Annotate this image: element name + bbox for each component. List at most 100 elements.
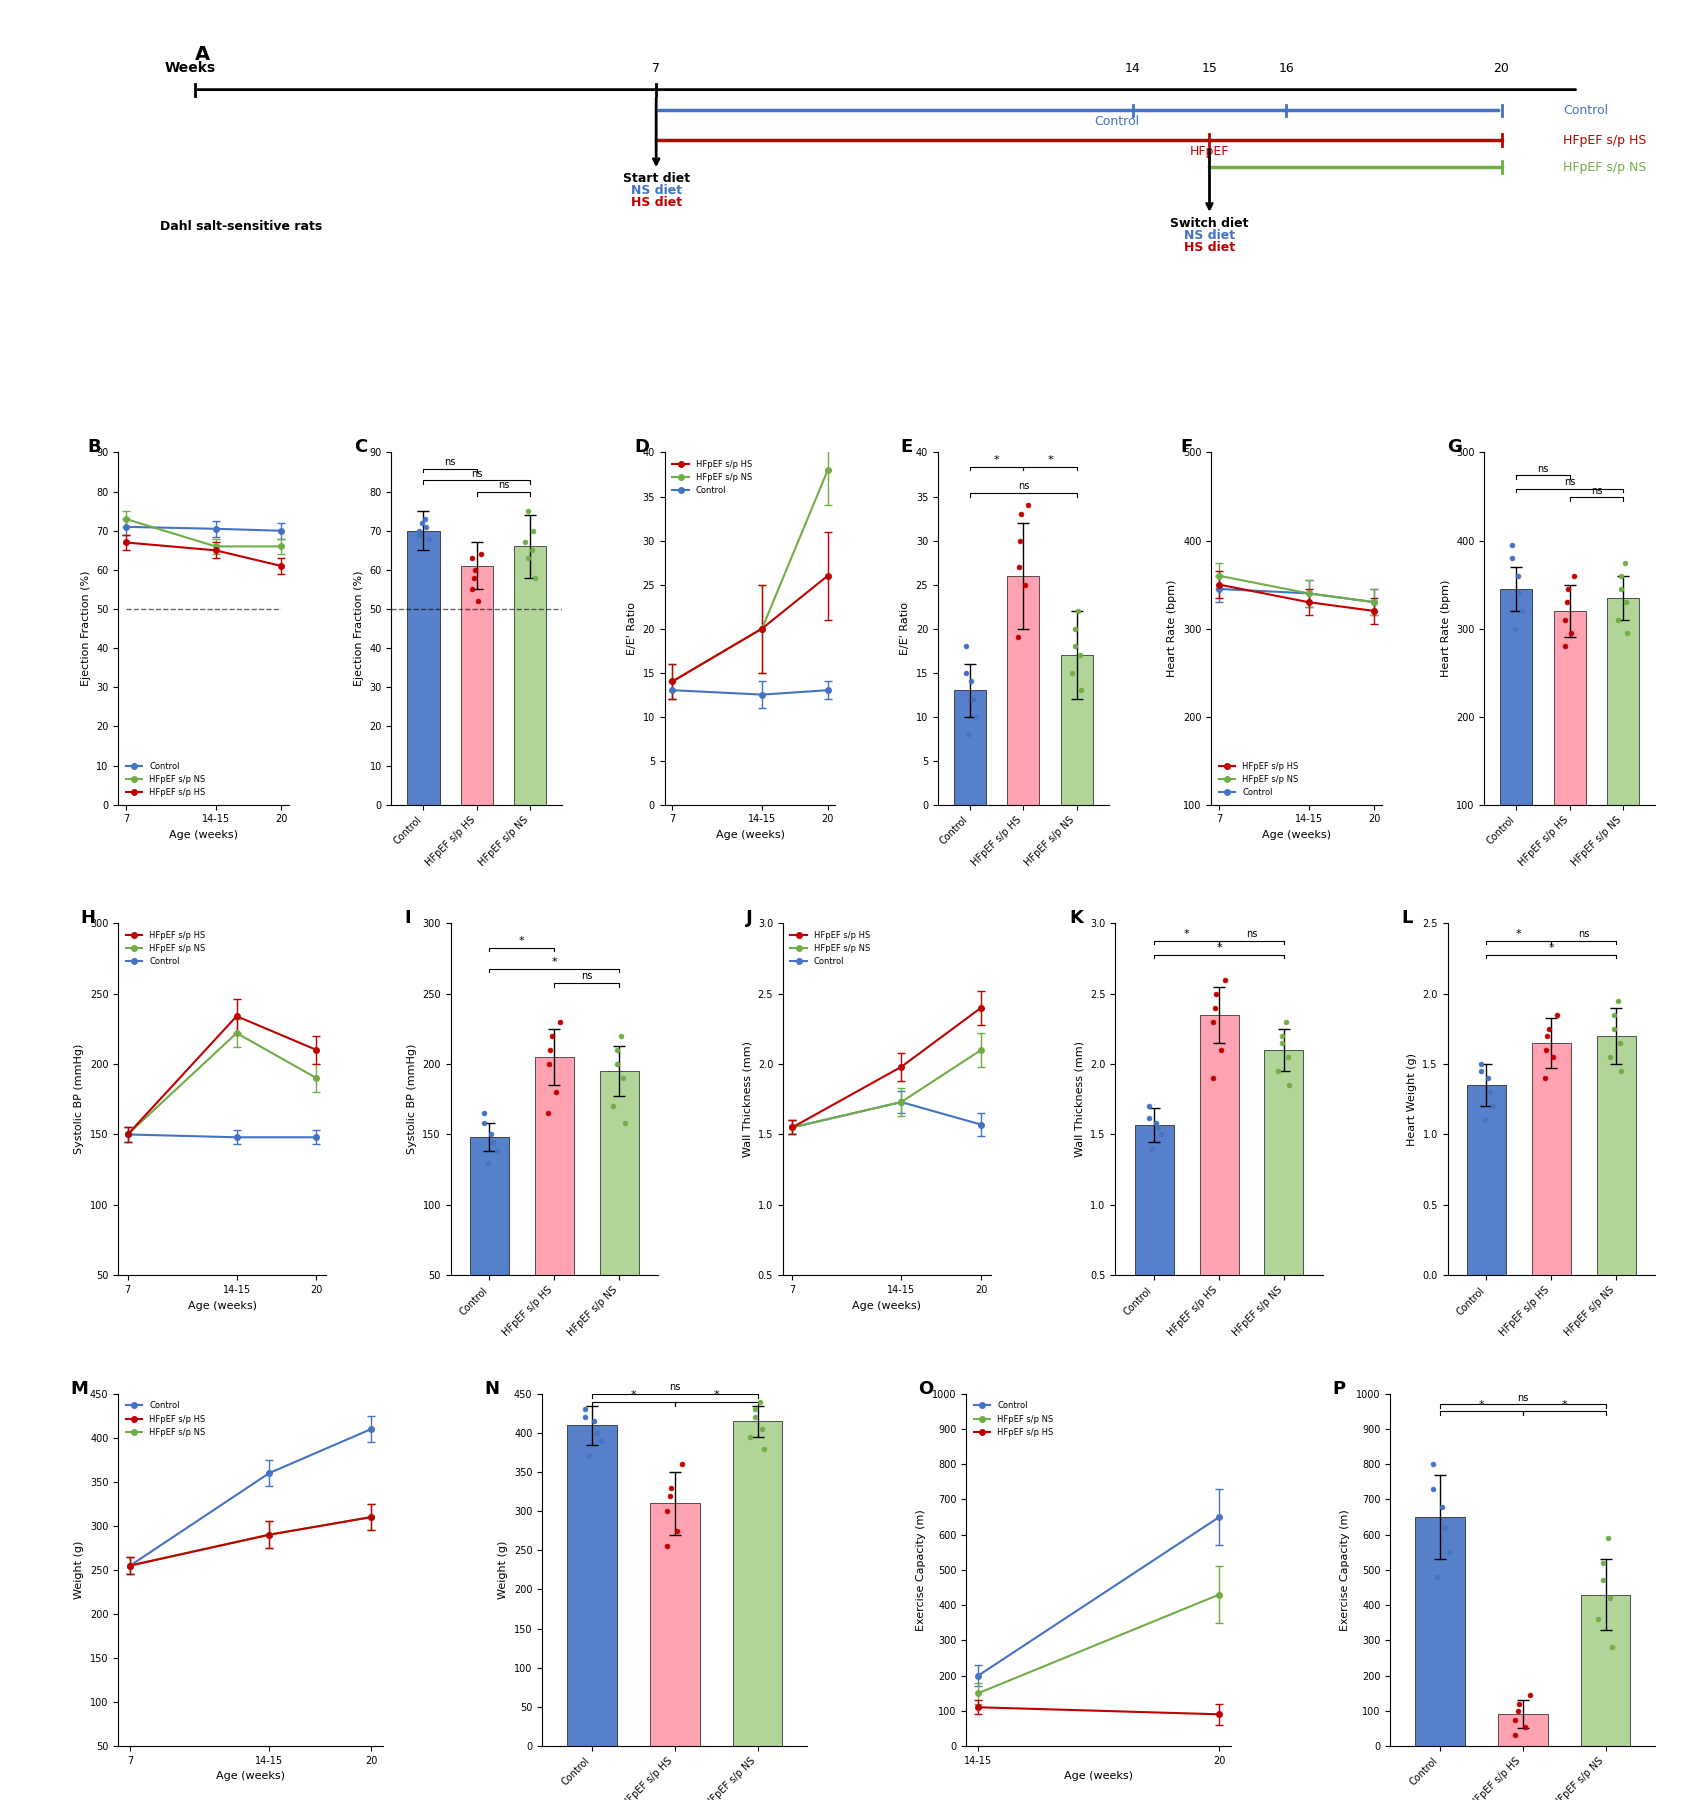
Text: Control: Control	[1562, 104, 1608, 117]
Point	[953, 659, 980, 688]
Text: ns: ns	[1018, 481, 1029, 491]
Point	[1606, 1028, 1633, 1057]
Point	[1540, 1042, 1567, 1071]
Point	[1429, 1492, 1456, 1521]
Point	[1201, 994, 1228, 1022]
Point	[520, 517, 547, 545]
Point	[1008, 500, 1035, 529]
Text: HS diet: HS diet	[630, 196, 682, 209]
Legend: HFpEF s/p HS, HFpEF s/p NS, Control: HFpEF s/p HS, HFpEF s/p NS, Control	[669, 457, 755, 499]
Point	[1061, 632, 1088, 661]
Text: *: *	[1517, 929, 1522, 940]
Point	[958, 668, 985, 697]
Point	[1208, 1035, 1235, 1064]
Bar	[1199, 1015, 1238, 1346]
X-axis label: Age (weeks): Age (weeks)	[1262, 830, 1331, 841]
Point	[1532, 1035, 1559, 1064]
Text: J: J	[745, 909, 752, 927]
Y-axis label: E/E' Ratio: E/E' Ratio	[900, 601, 910, 655]
Point	[1552, 589, 1579, 617]
Point	[1552, 632, 1579, 661]
Text: ns: ns	[1578, 929, 1589, 940]
Point	[1554, 574, 1581, 603]
Text: *: *	[993, 455, 1000, 464]
Point	[515, 544, 542, 572]
Point	[664, 1516, 691, 1544]
Point	[515, 497, 542, 526]
Point	[1138, 1134, 1165, 1163]
Point	[608, 1021, 635, 1049]
Point	[537, 1035, 564, 1064]
Point	[459, 563, 486, 592]
Y-axis label: Systolic BP (mmHg): Systolic BP (mmHg)	[407, 1044, 417, 1154]
Text: 14: 14	[1125, 61, 1140, 76]
Text: D: D	[633, 439, 649, 457]
Text: HFpEF s/p NS: HFpEF s/p NS	[1562, 160, 1647, 173]
Point	[571, 1395, 598, 1424]
Point	[1419, 1449, 1446, 1478]
Point	[478, 1120, 505, 1148]
Bar	[1596, 1035, 1635, 1276]
Bar	[954, 689, 986, 805]
Point	[603, 1035, 630, 1064]
Point	[610, 1064, 637, 1093]
Point	[1534, 1021, 1561, 1049]
Point	[1265, 1057, 1292, 1085]
Point	[520, 563, 547, 592]
Text: M: M	[71, 1381, 88, 1399]
Point	[959, 684, 986, 713]
Text: Control: Control	[1094, 115, 1140, 128]
Point	[736, 1422, 763, 1451]
Bar	[733, 1422, 782, 1746]
Point	[1067, 675, 1094, 704]
Point	[1143, 1112, 1170, 1141]
Point	[1199, 1008, 1226, 1037]
Point	[750, 1435, 777, 1463]
Text: ns: ns	[1537, 464, 1549, 473]
Point	[1135, 1093, 1162, 1121]
Point	[1544, 1001, 1571, 1030]
Text: *: *	[1478, 1400, 1485, 1409]
Point	[603, 1049, 630, 1078]
Text: E: E	[900, 439, 912, 457]
Point	[1552, 605, 1579, 634]
Bar	[1608, 598, 1640, 893]
Point	[1468, 1049, 1495, 1078]
Text: Weeks: Weeks	[164, 61, 216, 76]
Point	[1615, 619, 1642, 648]
Point	[1611, 549, 1638, 578]
Point	[1203, 979, 1230, 1008]
Text: ns: ns	[581, 972, 593, 981]
Y-axis label: Ejection Fraction (%): Ejection Fraction (%)	[81, 571, 91, 686]
Point	[1012, 571, 1039, 599]
Y-axis label: Ejection Fraction (%): Ejection Fraction (%)	[353, 571, 363, 686]
Point	[1596, 1042, 1623, 1071]
Point	[1502, 1721, 1529, 1750]
Point	[1474, 1064, 1502, 1093]
Legend: Control, HFpEF s/p HS, HFpEF s/p NS: Control, HFpEF s/p HS, HFpEF s/p NS	[122, 1399, 209, 1440]
Point	[963, 702, 990, 731]
Point	[655, 1481, 682, 1510]
Text: 7: 7	[652, 61, 660, 76]
Text: 20: 20	[1493, 61, 1510, 76]
Legend: Control, HFpEF s/p NS, HFpEF s/p HS: Control, HFpEF s/p NS, HFpEF s/p HS	[122, 758, 209, 801]
Bar	[1581, 1595, 1630, 1746]
Text: ns: ns	[444, 457, 456, 466]
Y-axis label: Wall Thickness (mm): Wall Thickness (mm)	[741, 1040, 752, 1157]
Point	[1608, 562, 1635, 590]
Legend: HFpEF s/p HS, HFpEF s/p NS, Control: HFpEF s/p HS, HFpEF s/p NS, Control	[1216, 758, 1302, 801]
Text: ns: ns	[1246, 929, 1257, 940]
Point	[1613, 589, 1640, 617]
Point	[459, 544, 486, 572]
Point	[1608, 574, 1635, 603]
Point	[654, 1498, 681, 1526]
Point	[409, 509, 436, 538]
Bar	[600, 1071, 638, 1346]
Text: ns: ns	[498, 481, 508, 490]
Point	[1498, 531, 1525, 560]
Point	[576, 1442, 603, 1471]
Legend: Control, HFpEF s/p NS, HFpEF s/p HS: Control, HFpEF s/p NS, HFpEF s/p HS	[971, 1399, 1057, 1440]
Bar	[1468, 1085, 1507, 1276]
Point	[583, 1418, 610, 1447]
Point	[1599, 1633, 1627, 1661]
